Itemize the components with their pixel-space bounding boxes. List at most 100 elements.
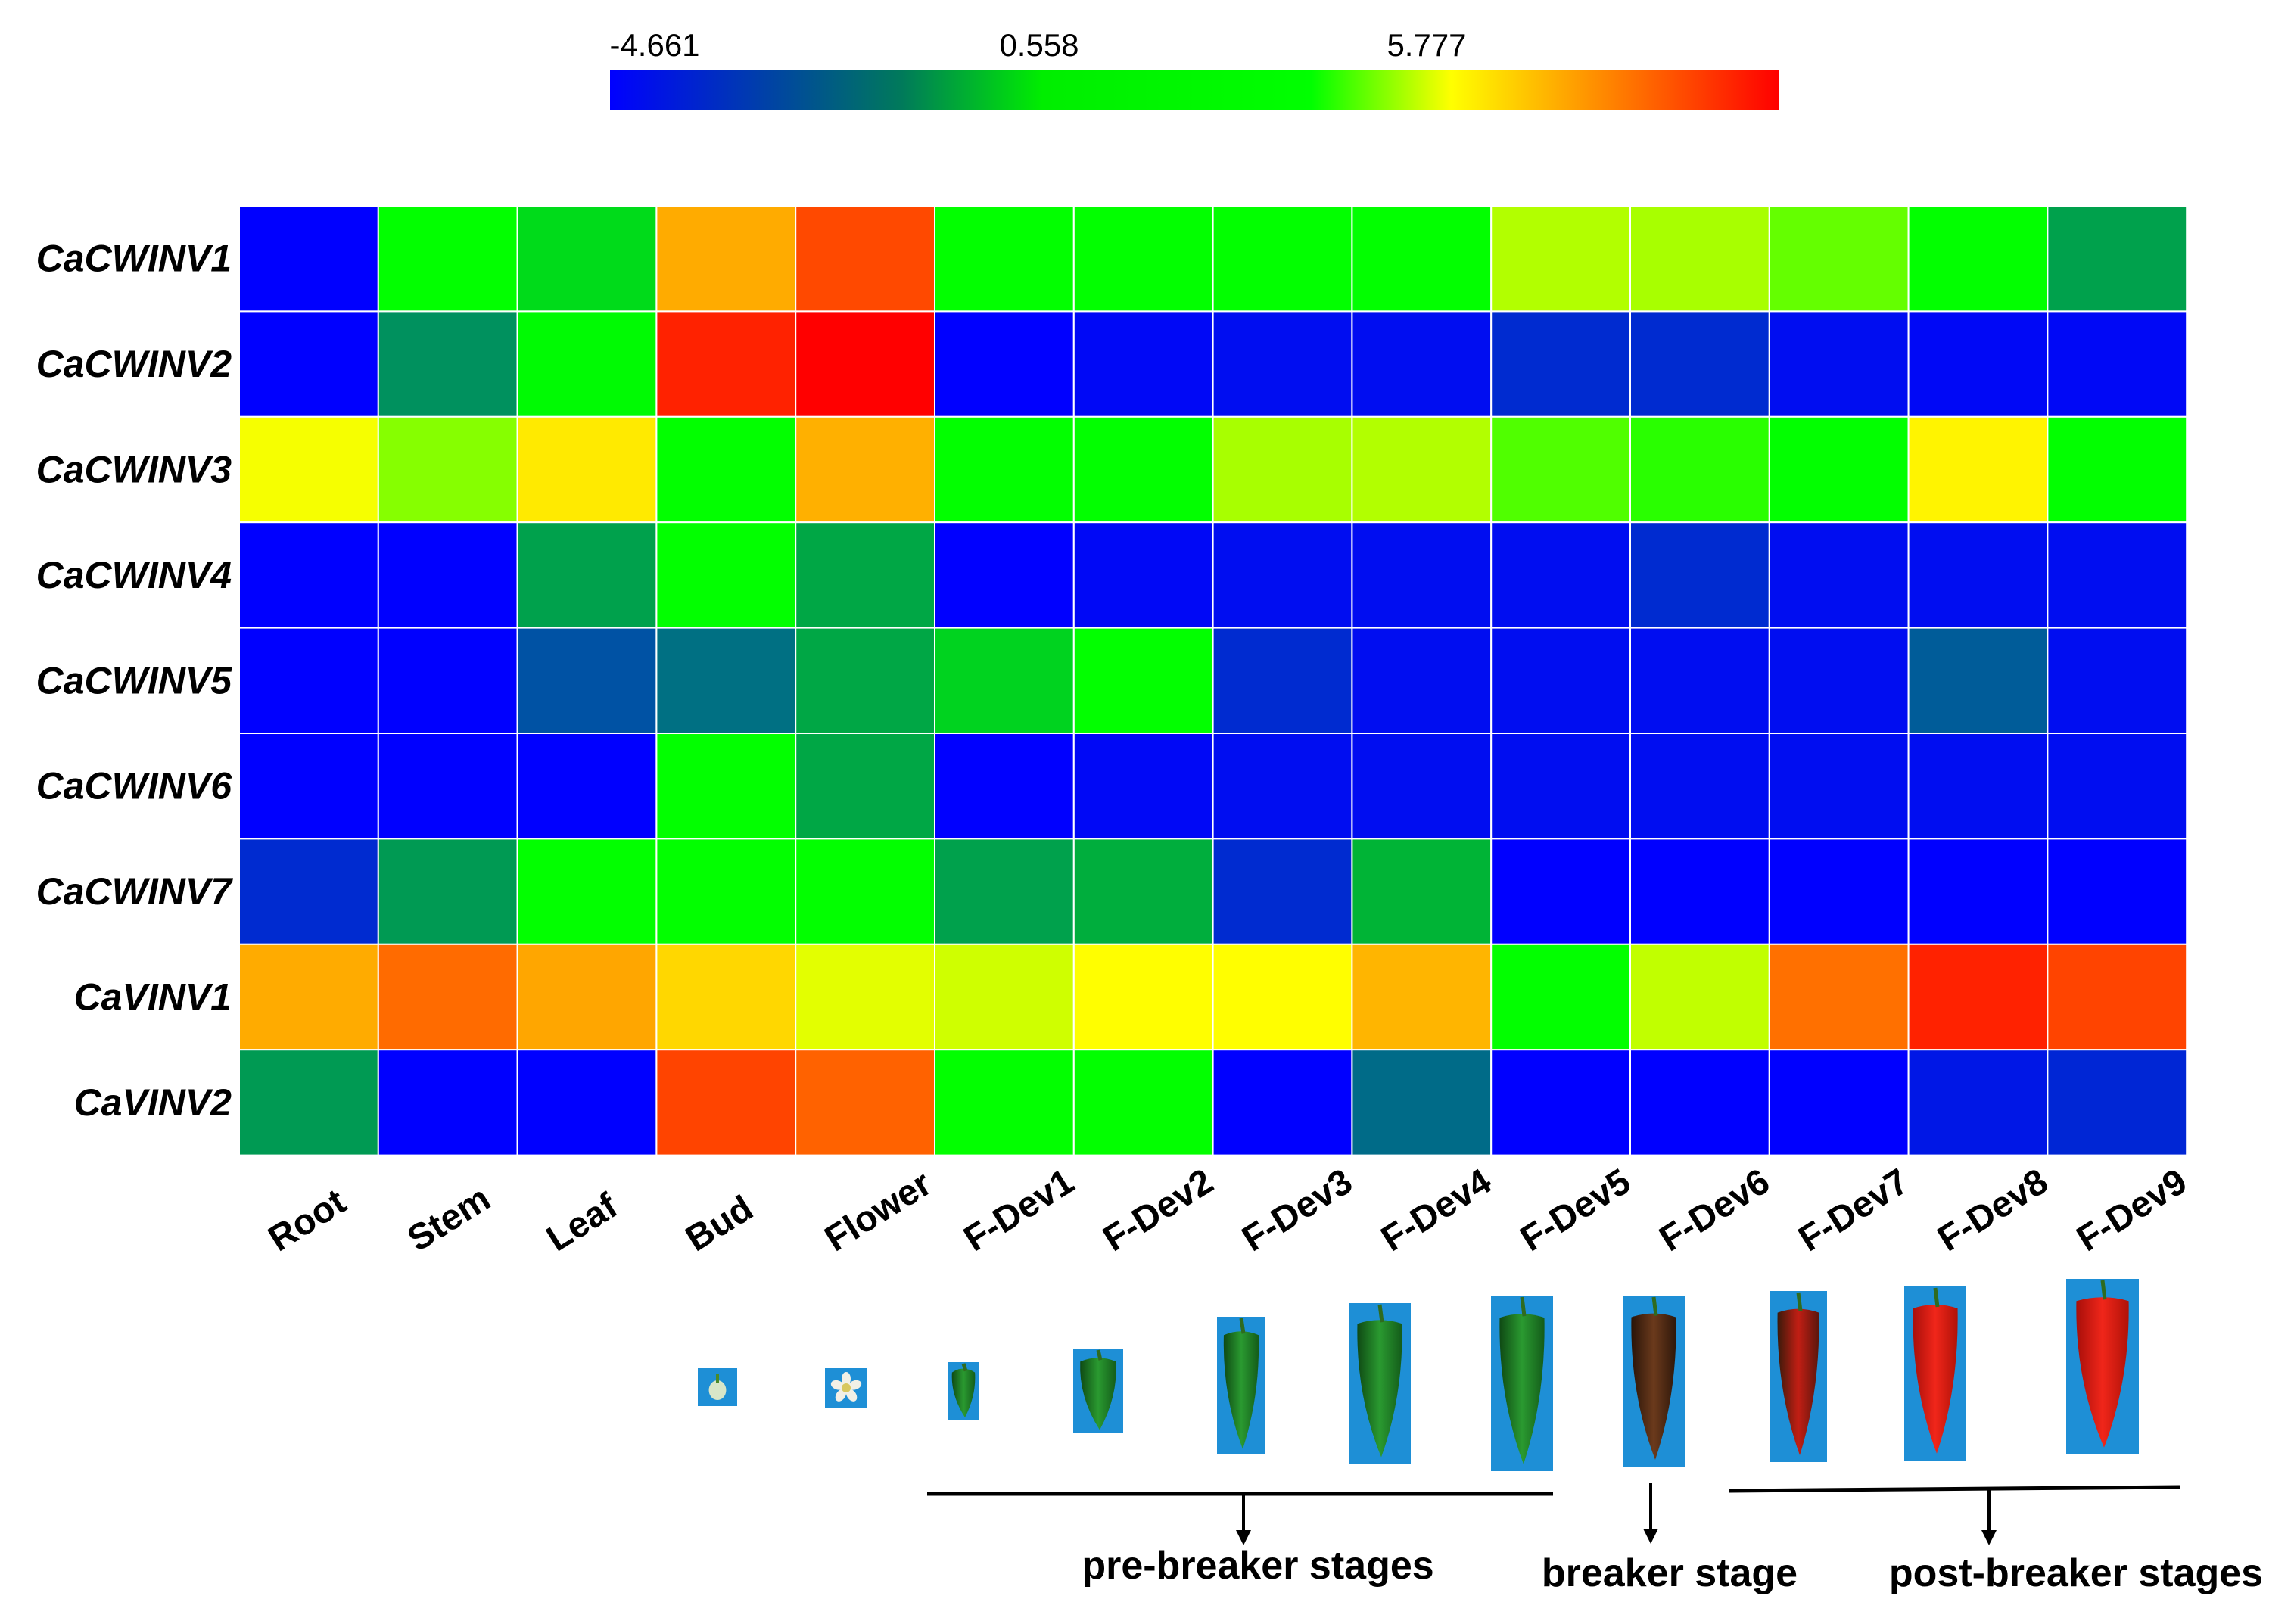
heatmap-cell — [934, 733, 1075, 840]
heatmap-cell — [934, 627, 1075, 734]
column-label: F-Dev1 — [957, 1162, 1082, 1260]
heatmap-cell — [2047, 521, 2188, 629]
heatmap-cell — [238, 1049, 379, 1156]
heatmap-cell — [1629, 627, 1770, 734]
heatmap-cell — [377, 310, 518, 418]
stage-annotations: pre-breaker stages breaker stage post-br… — [927, 1483, 2263, 1595]
column-label: F-Dev3 — [1235, 1162, 1359, 1260]
heatmap-cell — [655, 627, 797, 734]
heatmap-cell — [1212, 1049, 1353, 1156]
heatmap-cell — [1072, 205, 1214, 313]
heatmap-cell — [1351, 1049, 1493, 1156]
heatmap-cell — [1768, 415, 1910, 524]
heatmap-cell — [516, 205, 658, 313]
column-label: F-Dev2 — [1096, 1162, 1220, 1260]
heatmap-cell — [1351, 310, 1493, 418]
heatmap-cell — [1072, 943, 1214, 1051]
heatmap-cell — [655, 733, 797, 840]
column-label: F-Dev5 — [1514, 1162, 1638, 1260]
heatmap-cell — [655, 521, 797, 629]
heatmap-cell — [1629, 310, 1770, 418]
heatmap-cell — [1907, 521, 2049, 629]
heatmap-cell — [1907, 733, 2049, 840]
fruit-photo — [2066, 1279, 2139, 1454]
row-labels: CaCWINV1 CaCWINV2 CaCWINV3 CaCWINV4 CaCWINV5… — [36, 238, 234, 1124]
heatmap-cell — [795, 733, 935, 840]
heatmap-cell — [934, 205, 1075, 313]
post-breaker-bracket: post-breaker stages — [1729, 1485, 2263, 1595]
heatmap-cell — [238, 415, 379, 524]
heatmap-cell — [1212, 943, 1353, 1051]
row-label: CaVINV1 — [74, 976, 232, 1019]
heatmap-cell — [1212, 521, 1353, 629]
post-breaker-label: post-breaker stages — [1889, 1551, 2263, 1595]
heatmap-cell — [377, 415, 518, 524]
heatmap-cell — [1490, 733, 1631, 840]
heatmap-cell — [516, 733, 658, 840]
heatmap-cell — [2047, 943, 2188, 1051]
column-label: F-Dev4 — [1374, 1161, 1499, 1259]
heatmap-cell — [2047, 733, 2188, 840]
heatmap-cell — [655, 1049, 797, 1156]
heatmap-cell — [238, 943, 379, 1051]
heatmap-cell — [1351, 627, 1493, 734]
heatmap-cell — [1490, 943, 1631, 1051]
heatmap-cell — [1490, 838, 1631, 945]
heatmap-cell — [655, 943, 797, 1051]
heatmap-cell — [1351, 415, 1493, 524]
heatmap-cell — [1629, 415, 1770, 524]
row-label: CaCWINV2 — [36, 343, 232, 385]
heatmap-cell — [1490, 627, 1631, 734]
heatmap-cell — [1212, 310, 1353, 418]
heatmap-cell — [1072, 733, 1214, 840]
heatmap-cell — [1907, 838, 2049, 945]
heatmap-cell — [1768, 627, 1910, 734]
heatmap-cell — [795, 415, 935, 524]
column-label: F-Dev6 — [1653, 1162, 1777, 1260]
heatmap-cell — [655, 205, 797, 313]
heatmap-cell — [1629, 521, 1770, 629]
heatmap-cell — [1629, 943, 1770, 1051]
fruit-photo — [1623, 1296, 1685, 1467]
heatmap-cell — [1490, 1049, 1631, 1156]
column-label: F-Dev7 — [1791, 1162, 1916, 1260]
colorbar-tick-labels: -4.661 0.558 5.777 — [609, 27, 1466, 63]
heatmap-cell — [1490, 205, 1631, 313]
heatmap-cell — [1072, 415, 1214, 524]
heatmap-cell — [1351, 521, 1493, 629]
pre-breaker-label: pre-breaker stages — [1082, 1544, 1433, 1588]
heatmap-cell — [1907, 310, 2049, 418]
column-labels: Root Stem Leaf Bud Flower F-Dev1 F-Dev2 F-Dev3 F… — [262, 1161, 2194, 1259]
heatmap-cell — [377, 521, 518, 629]
heatmap-cell — [2047, 627, 2188, 734]
heatmap-cell — [795, 838, 935, 945]
heatmap-cell — [377, 838, 518, 945]
heatmap-cell — [1629, 733, 1770, 840]
heatmap-cell — [1212, 838, 1353, 945]
row-label: CaCWINV4 — [36, 554, 232, 596]
column-label: Stem — [400, 1178, 497, 1259]
column-label: F-Dev8 — [1931, 1162, 2055, 1260]
row-label: CaVINV2 — [74, 1081, 232, 1124]
heatmap-cells — [238, 205, 2188, 1156]
heatmap-cell — [655, 310, 797, 418]
heatmap-cell — [1907, 627, 2049, 734]
colorbar: -4.661 0.558 5.777 — [609, 27, 1779, 110]
heatmap-cell — [1490, 415, 1631, 524]
heatmap-cell — [1629, 205, 1770, 313]
heatmap-cell — [516, 521, 658, 629]
heatmap-cell — [1907, 1049, 2049, 1156]
heatmap-cell — [1351, 205, 1493, 313]
heatmap-cell — [1072, 521, 1214, 629]
row-label: CaCWINV5 — [36, 659, 233, 702]
heatmap-cell — [2047, 1049, 2188, 1156]
heatmap-cell — [1351, 838, 1493, 945]
column-label: Leaf — [540, 1186, 625, 1260]
column-label: Bud — [679, 1188, 760, 1259]
heatmap-cell — [377, 205, 518, 313]
colorbar-tick-label: 0.558 — [999, 27, 1079, 63]
heatmap-cell — [934, 521, 1075, 629]
row-label: CaCWINV6 — [36, 765, 233, 807]
heatmap-cell — [516, 627, 658, 734]
fruit-photo — [1904, 1286, 1966, 1461]
